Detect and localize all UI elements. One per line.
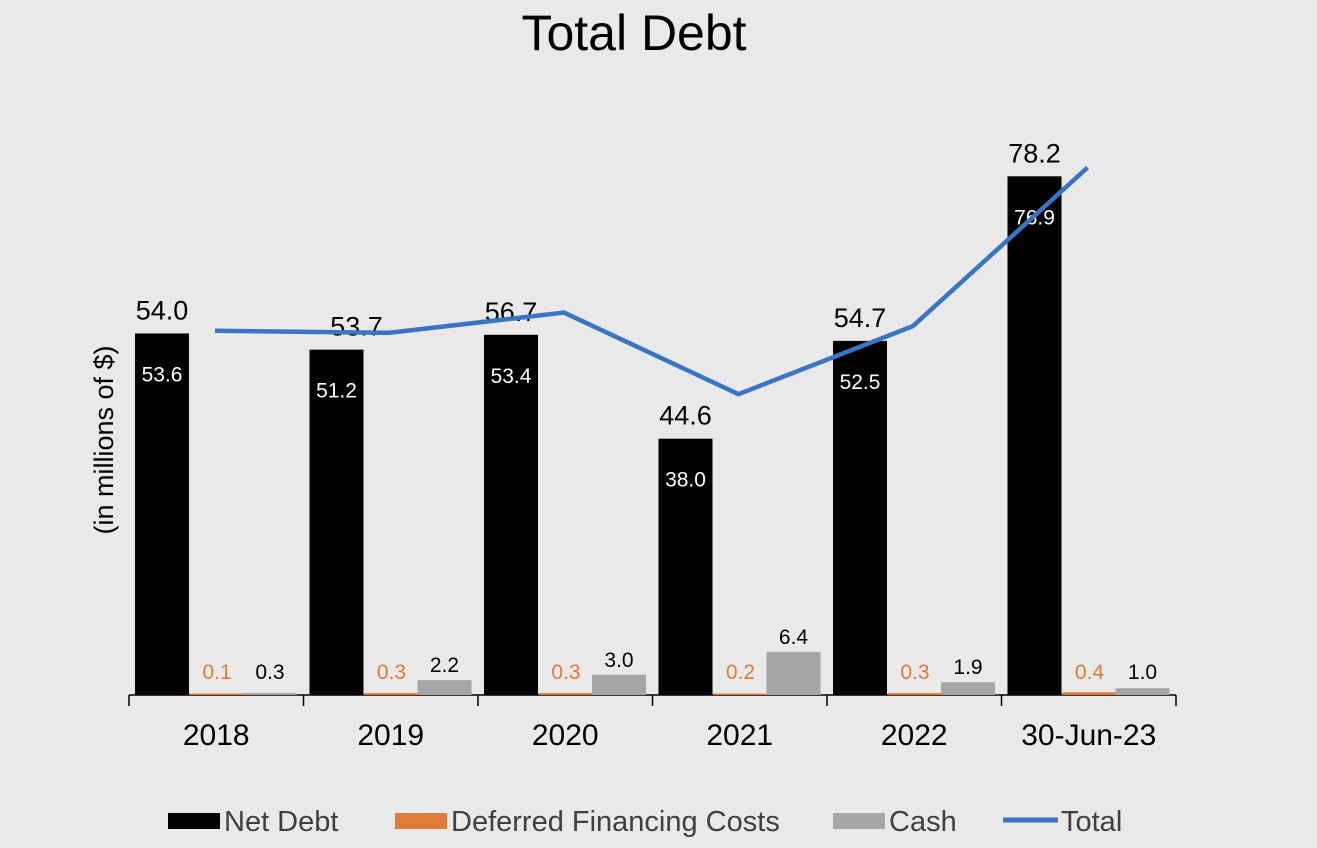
bar-cash [941, 682, 995, 695]
net-debt-data-label: 51.2 [316, 380, 357, 403]
cash-data-label: 2.2 [430, 654, 459, 677]
legend: Net Debt Deferred Financing Costs Cash Tota… [168, 806, 1122, 838]
legend-swatch [833, 813, 885, 829]
y-axis-label: (in millions of $) [89, 345, 119, 534]
bar-deferred-financing-costs [888, 692, 942, 695]
total-data-label: 53.7 [330, 312, 383, 342]
legend-label: Deferred Financing Costs [451, 806, 780, 838]
bar-net-debt [484, 334, 538, 695]
x-tick-label: 2022 [881, 719, 948, 752]
bar-cash [417, 680, 472, 695]
bar-deferred-financing-costs [1062, 692, 1117, 695]
net-debt-data-label: 53.6 [142, 363, 183, 386]
net-debt-data-label: 38.0 [665, 469, 706, 492]
deferred-financing-costs-data-label: 0.1 [202, 661, 231, 684]
bar-cash [592, 674, 646, 695]
total-line [214, 165, 1090, 397]
bar-deferred-financing-costs [713, 693, 768, 695]
bar-net-debt [309, 349, 364, 695]
cash-data-label: 6.4 [779, 626, 809, 649]
legend-label: Total [1061, 806, 1122, 838]
chart-title: Total Debt [521, 5, 746, 61]
deferred-financing-costs-data-label: 0.3 [551, 661, 580, 684]
legend-item: Net Debt [168, 806, 338, 838]
x-tick-label: 2020 [532, 719, 599, 752]
net-debt-data-label: 52.5 [840, 371, 881, 394]
deferred-financing-costs-data-label: 0.2 [726, 661, 755, 684]
bar-deferred-financing-costs [539, 692, 593, 695]
bar-cash [766, 651, 821, 695]
bar-net-debt [135, 333, 189, 695]
bar-net-debt [658, 438, 713, 695]
x-tick-label: 2019 [357, 719, 424, 752]
deferred-financing-costs-data-label: 0.3 [377, 661, 406, 684]
total-data-label: 78.2 [1008, 138, 1061, 168]
total-data-label: 44.6 [659, 401, 712, 431]
legend-swatch [168, 813, 220, 829]
cash-data-label: 3.0 [604, 649, 633, 672]
cash-data-label: 1.0 [1128, 661, 1157, 684]
cash-data-label: 0.3 [255, 661, 284, 684]
deferred-financing-costs-data-label: 0.3 [900, 661, 929, 684]
bar-net-debt [833, 340, 887, 695]
total-data-label: 54.7 [834, 303, 887, 333]
plot-area: 53.6 0.1 0.3 2018 54.0 51.2 0.3 2.2 2019 53.7 53.4… [128, 138, 1177, 752]
cash-data-label: 1.9 [953, 656, 982, 679]
legend-label: Cash [889, 806, 957, 838]
x-tick-label: 30-Jun-23 [1021, 719, 1156, 752]
net-debt-data-label: 53.4 [491, 365, 532, 388]
bar-cash [243, 692, 297, 695]
bar-deferred-financing-costs [190, 693, 244, 695]
legend-label: Net Debt [224, 806, 338, 838]
legend-item: Total [1003, 806, 1122, 838]
x-tick-label: 2018 [183, 719, 250, 752]
legend-swatch [395, 813, 447, 829]
legend-item: Cash [833, 806, 957, 838]
x-tick-label: 2021 [706, 719, 773, 752]
deferred-financing-costs-data-label: 0.4 [1075, 661, 1105, 684]
bar-net-debt [1007, 176, 1062, 695]
legend-item: Deferred Financing Costs [395, 806, 780, 838]
total-data-label: 54.0 [136, 295, 189, 325]
bar-cash [1115, 688, 1170, 695]
bar-deferred-financing-costs [364, 692, 419, 695]
